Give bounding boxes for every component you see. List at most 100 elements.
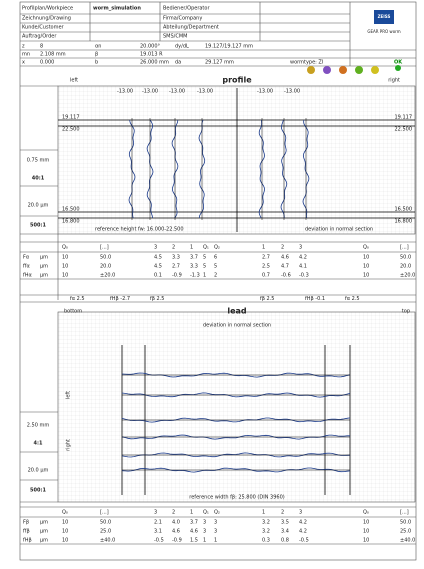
cell: 3.7 (190, 255, 198, 261)
header-cell: 2 (172, 245, 175, 251)
param: 0.000 (40, 60, 54, 66)
header-cell: 2 (172, 510, 175, 516)
top-label: -13.00 (197, 89, 213, 95)
cell: 3.2 (262, 529, 270, 535)
param: mn (22, 52, 30, 58)
info: fα 2.5 (345, 296, 360, 302)
label: Profilplan/Workpiece (22, 6, 73, 12)
label: Zeichnung/Drawing (22, 16, 71, 22)
cell: 3 (203, 529, 206, 535)
header-cell: Q₂ (214, 245, 220, 251)
cell: 3.1 (154, 529, 162, 535)
row-label: Fβ (23, 520, 29, 526)
header: Profilplan/Workpiece worm_simulation Bed… (20, 2, 416, 67)
row-label: Fα (23, 255, 30, 261)
header-cell: Q₀ (363, 510, 369, 516)
scale: 20.0 μm (28, 203, 49, 209)
cell: 3.3 (172, 255, 180, 261)
scale: 500:1 (30, 488, 46, 494)
cell: 2.1 (154, 520, 162, 526)
cell: 10 (62, 538, 68, 544)
cell: 3.5 (281, 520, 289, 526)
scale: 4:1 (34, 441, 43, 447)
top-label: -13.00 (257, 89, 273, 95)
label: Auftrag/Order (22, 34, 57, 40)
profile-section: profile left right 19.117 22.500 16.500 … (20, 76, 416, 300)
cell: 50.0 (100, 520, 111, 526)
cell: 4.5 (154, 264, 162, 270)
lead-table: Q₀ [...] 3 2 1 Q₁ Q₂ 1 2 3 Q₀ [...] Fβ μm 10 50.0 2.1 4.0… (20, 506, 416, 545)
header-cell: 1 (190, 245, 193, 251)
param: 29.127 mm (205, 60, 234, 66)
cell: 3 (214, 520, 217, 526)
logo: ZEISS (378, 14, 391, 19)
lead-info: fα 2.5 fHβ -2.7 fβ 2.5 fβ 2.5 fHβ -0.1 fα 2.5 (70, 296, 360, 302)
cell: 1 (214, 538, 217, 544)
status: OK (394, 60, 403, 66)
header-cell: Q₁ (203, 245, 209, 251)
info: fα 2.5 (70, 296, 85, 302)
param: z (22, 44, 25, 50)
limit-label: 16.500 (395, 207, 413, 213)
header-cell: Q₂ (214, 510, 220, 516)
param: 26.000 mm (140, 60, 169, 66)
param: dy/dL (175, 44, 189, 50)
cell: ±40.0 (400, 538, 415, 544)
profile-traces (128, 118, 310, 220)
side-label: bottom (64, 309, 82, 315)
cell: 4.2 (299, 529, 307, 535)
cell: 10 (363, 529, 369, 535)
cell: -0.9 (172, 538, 182, 544)
cell: 3.7 (190, 520, 198, 526)
header-cell: Q₀ (62, 245, 68, 251)
lead-section: lead bottom top deviation in normal sect… (20, 294, 416, 503)
cell: 50.0 (100, 255, 111, 261)
cell: 4.5 (154, 255, 162, 261)
cell: -0.9 (172, 273, 182, 279)
param: β (95, 52, 98, 58)
side-label: right (66, 439, 72, 451)
row-label: fHβ (23, 538, 32, 544)
cell: 4.0 (172, 520, 180, 526)
trace (128, 119, 136, 219)
profile-table: Q₀ [...] 3 2 1 Q₁ Q₂ 1 2 3 Q₀ [...] Fα μm 10 50.0 4.5 3.3… (20, 241, 416, 280)
side-label: left (66, 391, 72, 399)
row-label: ffβ (23, 529, 30, 535)
value: worm_simulation (93, 6, 141, 12)
cell: 4.1 (299, 264, 307, 270)
label: Firma/Company (163, 16, 202, 22)
header-cell: 1 (262, 510, 265, 516)
cell: 0.3 (262, 538, 270, 544)
unit: μm (40, 538, 48, 544)
cell: 50.0 (400, 255, 411, 261)
unit: μm (40, 520, 48, 526)
cell: 0.1 (154, 273, 162, 279)
info: fHβ -2.7 (110, 296, 130, 302)
cell: 2.5 (262, 264, 270, 270)
param: αn (95, 44, 101, 50)
unit: μm (40, 529, 48, 535)
trace (198, 119, 206, 219)
limit-label: 16.800 (62, 219, 80, 225)
cell: 1 (203, 538, 206, 544)
cell: 4.6 (281, 255, 289, 261)
cell: 10 (62, 273, 68, 279)
cell: 3.2 (262, 520, 270, 526)
cell: 10 (363, 264, 369, 270)
cell: 10 (62, 255, 68, 261)
section-title: profile (222, 76, 252, 85)
cell: -0.6 (281, 273, 291, 279)
limit-label: 19.117 (62, 115, 80, 121)
limit-label: 22.500 (62, 127, 80, 133)
label: Abteilung/Department (163, 25, 219, 31)
cell: 5 (203, 264, 206, 270)
product: GEAR PRO worm (367, 29, 400, 34)
cell: 10 (62, 520, 68, 526)
header-cell: 3 (299, 510, 302, 516)
trace (146, 119, 154, 219)
cell: -0.3 (299, 273, 309, 279)
header-cell: [...] (100, 245, 109, 251)
top-label: -13.00 (142, 89, 158, 95)
cell: ±20.0 (100, 273, 115, 279)
cell: 1.5 (190, 538, 198, 544)
